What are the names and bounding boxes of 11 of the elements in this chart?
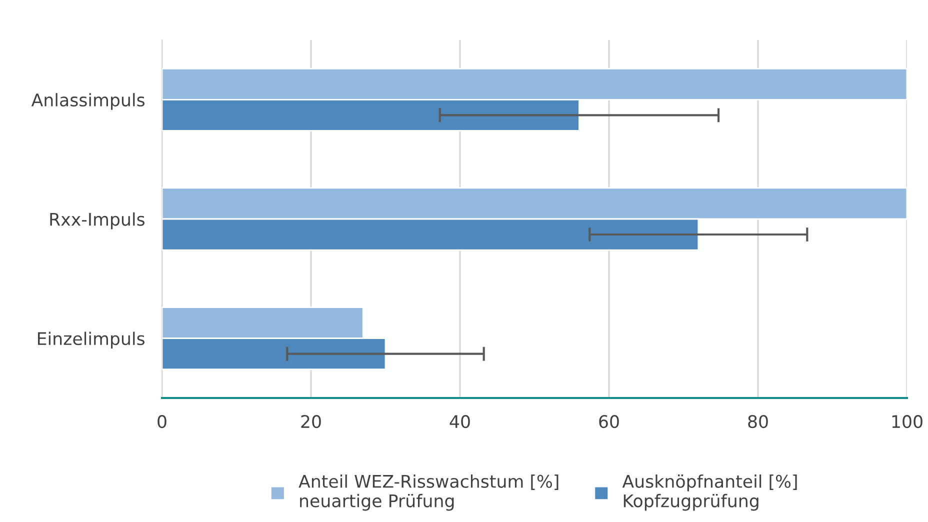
x-tick-label: 20 (301, 414, 321, 428)
x-tick-label: 0 (158, 414, 166, 428)
y-tick-label: Rxx-Impuls (50, 212, 144, 230)
y-tick-label: Einzelimpuls (38, 332, 144, 349)
legend-label: Anteil WEZ-Risswachstum [%] neuartige Prüfung (298, 474, 558, 511)
x-tick-label: 80 (748, 414, 768, 428)
y-tick-label: Anlassimpuls (31, 93, 144, 110)
x-tick-label: 40 (450, 414, 470, 428)
legend-label: Ausknöpfnanteil [%] Kopfzugprüfung (622, 474, 797, 511)
x-tick-label: 100 (892, 414, 922, 428)
x-tick-label: 60 (599, 414, 619, 428)
